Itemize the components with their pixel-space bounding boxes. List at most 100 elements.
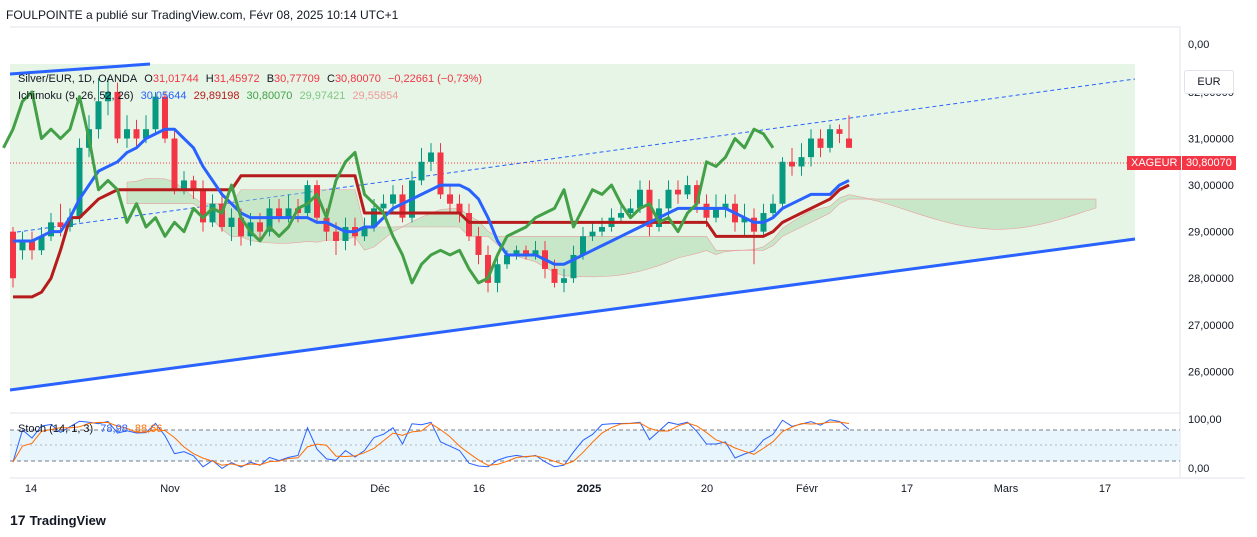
candle-body [114, 91, 121, 139]
candle-body [779, 161, 786, 204]
legend-high: 31,45972 [213, 73, 260, 85]
candle-body [665, 189, 672, 209]
candle-body [418, 161, 425, 181]
candle-body [95, 101, 102, 130]
y-tick-label: 31,00000 [1188, 134, 1234, 146]
candle-body [589, 231, 596, 237]
candle-body [48, 222, 54, 237]
ichimoku-tenkan-value: 30,05644 [140, 90, 187, 102]
candle-body [836, 129, 843, 134]
candle-body [561, 278, 567, 283]
candle-body [627, 208, 634, 214]
candle-body [637, 189, 643, 209]
candle-body [314, 185, 320, 218]
candle-body [133, 129, 140, 139]
candle-body [162, 96, 168, 139]
kijun-sen-line [13, 174, 850, 299]
candle-body [447, 194, 453, 204]
ichimoku-name[interactable]: Ichimoku (9, 26, 52, 26) [18, 90, 134, 102]
y-tick-label: 28,00000 [1188, 273, 1234, 285]
tradingview-logo[interactable]: 17 TradingView [10, 512, 106, 528]
currency-selector[interactable]: EUR [1184, 70, 1234, 94]
ichimoku-kijun-value: 29,89198 [193, 90, 240, 102]
candle-body [808, 138, 814, 158]
candle-body [228, 217, 235, 227]
candle-body [371, 208, 377, 227]
candle-body [684, 185, 691, 195]
candle-body [428, 152, 434, 162]
stoch-k-value: 78,98 [100, 423, 128, 435]
candle-body [494, 264, 501, 283]
triangle-lower-line [9, 237, 1136, 392]
stoch-d-value: 88,66 [134, 423, 163, 435]
candle-body [599, 227, 605, 232]
candle-body [618, 213, 624, 218]
y-tick-label: 30,00000 [1188, 180, 1234, 192]
candle-body [190, 180, 197, 190]
candle-body [105, 91, 111, 102]
y-tick-label: 26,00000 [1188, 366, 1234, 378]
legend-symbol[interactable]: Silver/EUR, 1D, OANDA [18, 73, 138, 85]
candle-body [827, 129, 833, 148]
y-tick-label: 29,00000 [1188, 227, 1234, 239]
candle-body [798, 157, 805, 167]
candle-body [580, 236, 586, 255]
candle-body [304, 185, 311, 214]
ichimoku-spana-value: 29,97421 [299, 90, 346, 102]
last-price-tag: 30,80070 [1182, 156, 1236, 170]
candle-body [703, 203, 710, 218]
candle-body [342, 227, 349, 241]
chikou-span-line [2, 90, 775, 285]
candle-body [143, 129, 149, 139]
legend-stoch: Stoch (14, 1, 3) 78,98 88,66 [18, 423, 166, 435]
candle-body [200, 189, 206, 223]
candle-body [333, 231, 339, 241]
legend-low: 30,77709 [274, 73, 320, 85]
candle-body [789, 161, 795, 167]
tradingview-logo-icon: 17 [10, 512, 26, 528]
candle-body [257, 222, 263, 232]
stoch-d-line [12, 421, 850, 467]
x-tick-label: Févr [796, 483, 818, 495]
candle-body [675, 189, 681, 195]
legend-ichimoku: Ichimoku (9, 26, 52, 26) 30,05644 29,891… [18, 90, 402, 102]
x-tick-label: Nov [160, 483, 180, 495]
candle-body [38, 236, 45, 251]
x-tick-label: 17 [901, 483, 913, 495]
candle-body [76, 147, 83, 218]
stoch-name[interactable]: Stoch (14, 1, 3) [18, 423, 94, 435]
y-tick-label: 27,00000 [1188, 320, 1234, 332]
candle-body [513, 250, 520, 255]
stoch-k-line [12, 419, 850, 470]
x-tick-label: 14 [25, 483, 37, 495]
ichimoku-cloud [126, 178, 1097, 278]
candle-body [846, 138, 852, 148]
candle-body [29, 240, 35, 251]
candle-body [10, 231, 16, 279]
stoch-axis-label: 100,00 [1188, 414, 1222, 426]
candle-body [266, 208, 273, 232]
candle-body [361, 227, 368, 237]
candle-body [323, 217, 330, 232]
candle-body [181, 180, 187, 190]
candle-body [694, 185, 700, 204]
legend-change: −0,22661 (−0,73%) [387, 73, 483, 85]
candle-body [646, 189, 653, 227]
candle-body [399, 194, 406, 218]
x-tick-label: Déc [370, 483, 390, 495]
candle-body [741, 217, 748, 223]
y-top-label: 0,00 [1188, 39, 1209, 51]
x-tick-label: Mars [994, 483, 1019, 495]
candle-body [124, 129, 130, 139]
candle-body [817, 138, 824, 148]
candle-body [713, 208, 719, 218]
candle-body [19, 240, 26, 251]
x-tick-label: 2025 [577, 483, 601, 495]
ichimoku-spanb-value: 29,55854 [352, 90, 399, 102]
candle-body [523, 250, 529, 255]
legend-close: 30,80070 [334, 73, 381, 85]
candle-body [751, 217, 757, 232]
triangle-upper-line [9, 62, 151, 76]
candle-body [504, 254, 510, 265]
